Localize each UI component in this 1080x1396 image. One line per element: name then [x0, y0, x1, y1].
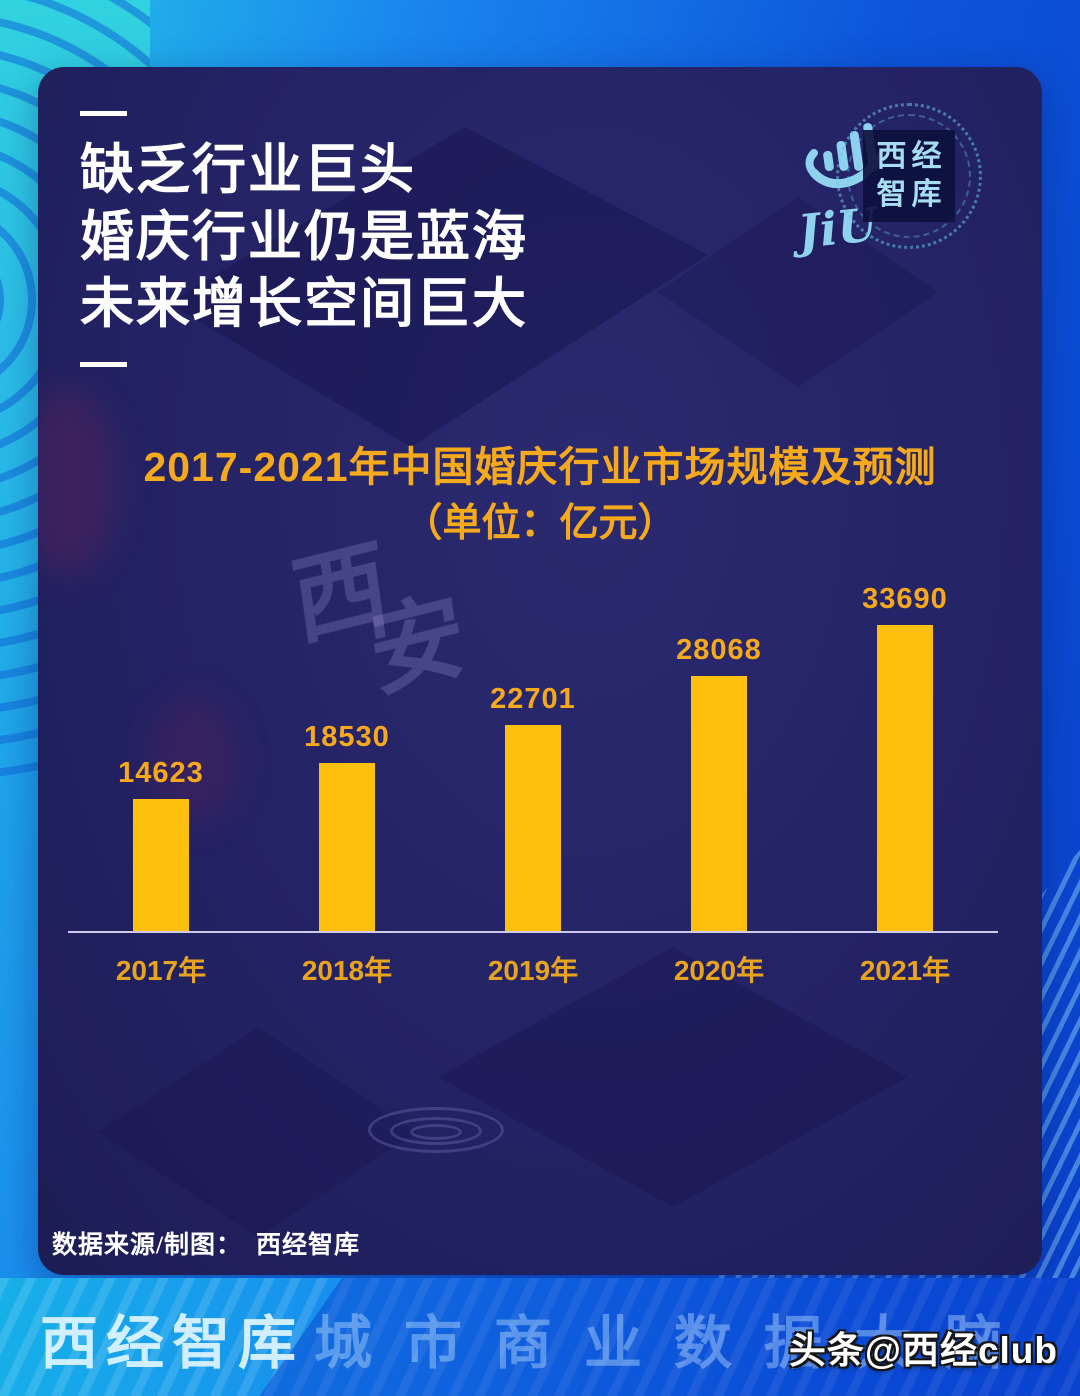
bar-2019年	[505, 725, 561, 932]
bar-column: 28068	[626, 634, 812, 932]
emblem-text-line-1: 西经	[876, 140, 947, 173]
emblem-circuit-ring-icon	[847, 114, 971, 238]
emblem-text-line-2: 智库	[876, 178, 947, 211]
bar-value-label: 33690	[862, 583, 948, 615]
bar-2020年	[691, 676, 747, 932]
isometric-shape-decoration	[98, 1027, 418, 1237]
bar-2021年	[877, 625, 933, 932]
xijing-emblem: 西经 智库	[836, 103, 982, 249]
bar-column: 14623	[68, 757, 254, 932]
bar-value-label: 18530	[304, 721, 390, 753]
bottom-banner: 西经智库 城市商业数据大脑	[0, 1278, 1080, 1396]
bar-column: 33690	[812, 583, 998, 932]
emblem-core: 西经 智库	[863, 130, 955, 222]
bar-column: 22701	[440, 683, 626, 932]
banner-text: 西经智库 城市商业数据大脑	[40, 1296, 1034, 1380]
x-axis-line	[68, 931, 998, 933]
bar-value-label: 22701	[490, 683, 576, 715]
headline-top-dash	[80, 111, 127, 116]
category-label: 2018年	[301, 955, 393, 986]
category-label: 2019年	[487, 955, 579, 986]
category-label: 2021年	[859, 955, 951, 986]
page-title-line-2: 婚庆行业仍是蓝海	[80, 207, 528, 267]
banner-text-secondary: 城市商业数据大脑	[314, 1311, 1035, 1376]
main-panel: 西安 缺乏行业巨头 婚庆行业仍是蓝海 未来增长空间巨大 JiU 西经 智库	[38, 67, 1042, 1275]
category-label: 2020年	[673, 955, 765, 986]
bar-column: 18530	[254, 721, 440, 932]
banner-text-primary: 西经智库	[40, 1311, 305, 1376]
page-title: 缺乏行业巨头 婚庆行业仍是蓝海 未来增长空间巨大	[80, 137, 528, 338]
toutiao-watermark: 头条@西经club	[788, 1330, 1058, 1371]
data-source-label: 数据来源/制图：	[52, 1232, 242, 1259]
bar-2018年	[319, 763, 375, 932]
category-label: 2017年	[115, 955, 207, 986]
bar-2017年	[133, 799, 189, 932]
bar-value-label: 28068	[676, 634, 762, 666]
chart-categories: 2017年 2018年 2019年 2020年 2021年	[68, 949, 998, 989]
page-title-line-1: 缺乏行业巨头	[80, 140, 416, 200]
page-title-line-3: 未来增长空间巨大	[80, 274, 528, 334]
chart-title: 2017-2021年中国婚庆行业市场规模及预测	[143, 444, 937, 490]
headline-bottom-dash	[80, 362, 127, 367]
bar-value-label: 14623	[118, 757, 204, 789]
ripple-decoration	[390, 1117, 482, 1145]
chart-subtitle: （单位：亿元）	[403, 502, 677, 545]
data-source: 数据来源/制图： 西经智库	[52, 1225, 374, 1261]
ripple-decoration	[410, 1124, 462, 1140]
ripple-decoration	[368, 1107, 504, 1153]
data-source-value: 西经智库	[255, 1232, 360, 1259]
chart-bars: 14623 18530 22701 28068 33690	[68, 582, 998, 932]
emblem-circuit-ring-icon	[836, 103, 982, 249]
